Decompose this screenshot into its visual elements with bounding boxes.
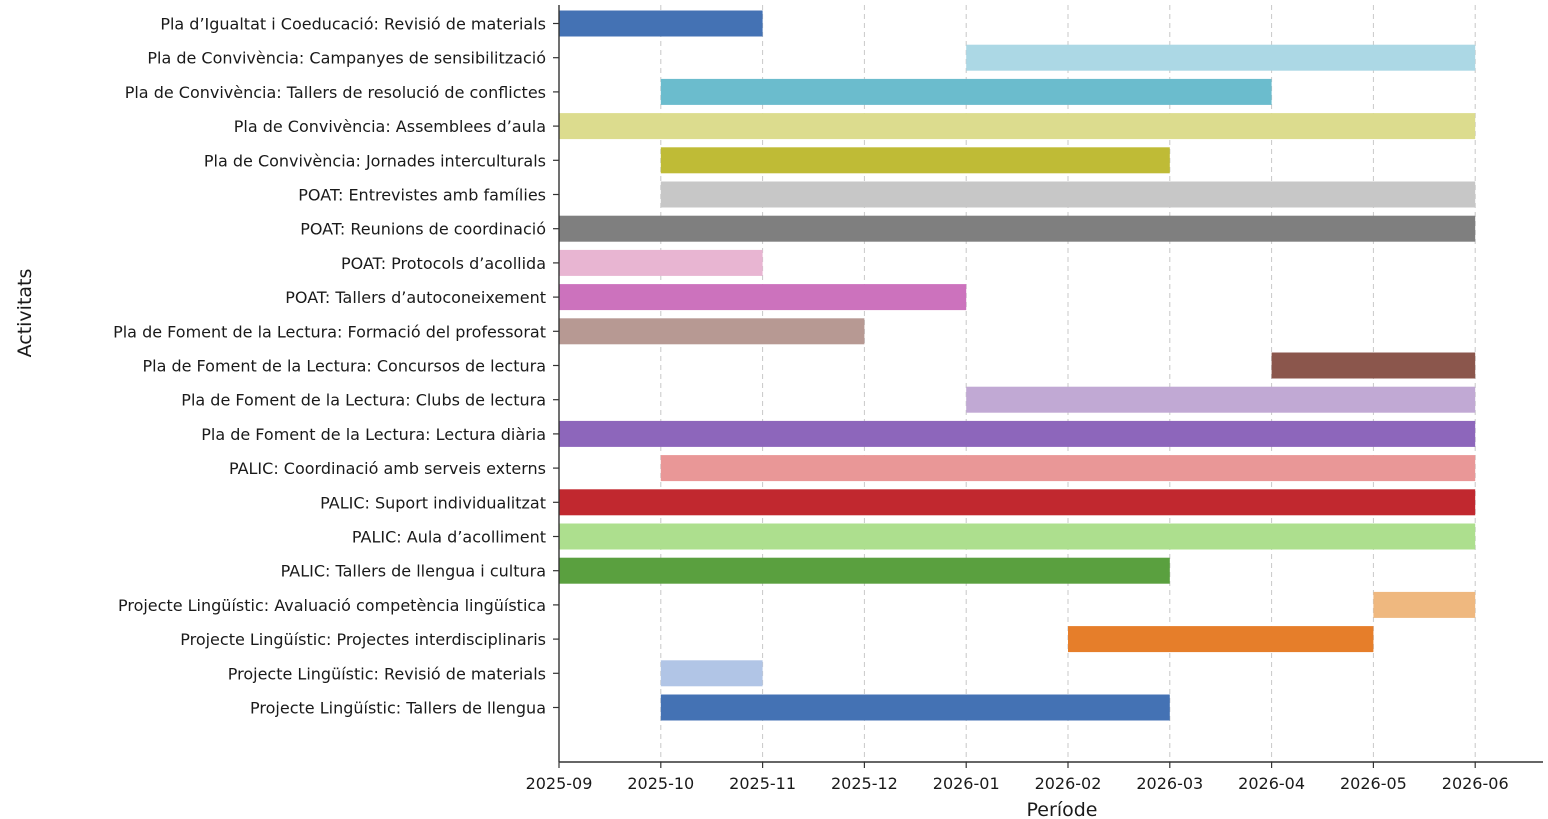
gantt-bar — [559, 489, 1476, 516]
x-tick-label: 2025-09 — [526, 774, 593, 793]
x-ticks: 2025-09 2025-10 2025-11 2025-12 2026-01 2026-… — [526, 762, 1509, 793]
category-label: POAT: Protocols d’acollida — [341, 254, 546, 273]
category-label: Projecte Lingüístic: Projectes interdisc… — [180, 630, 546, 649]
category-label: Projecte Lingüístic: Avaluació competènc… — [118, 596, 546, 615]
axes — [558, 5, 1543, 763]
category-label: POAT: Tallers d’autoconeixement — [285, 288, 546, 307]
gantt-bar — [660, 181, 1476, 208]
gantt-bar — [660, 455, 1476, 482]
category-label: Pla de Foment de la Lectura: Concursos d… — [142, 357, 546, 376]
x-tick-label: 2026-01 — [933, 774, 1000, 793]
gantt-bar — [660, 660, 763, 687]
gantt-bar — [559, 10, 763, 37]
category-label: Pla de Foment de la Lectura: Formació de… — [113, 322, 546, 341]
bars — [559, 10, 1476, 721]
category-label: POAT: Reunions de coordinació — [300, 220, 546, 239]
gantt-bar — [559, 318, 865, 345]
x-tick-label: 2025-11 — [729, 774, 796, 793]
category-label: Pla de Foment de la Lectura: Clubs de le… — [181, 391, 546, 410]
category-label: Pla de Convivència: Campanyes de sensibi… — [147, 49, 546, 68]
gantt-bar — [559, 557, 1170, 584]
gantt-bar — [559, 284, 967, 311]
category-label: Pla de Convivència: Jornades intercultur… — [204, 151, 546, 170]
gantt-bar — [559, 420, 1476, 447]
x-tick-label: 2025-12 — [831, 774, 898, 793]
gantt-bar — [559, 113, 1476, 140]
category-label: PALIC: Coordinació amb serveis externs — [229, 459, 546, 478]
gantt-bar — [660, 78, 1272, 105]
gantt-bar — [966, 386, 1476, 413]
x-tick-label: 2026-06 — [1442, 774, 1509, 793]
x-tick-label: 2025-10 — [627, 774, 694, 793]
gantt-bar — [966, 44, 1476, 71]
x-tick-label: 2026-05 — [1340, 774, 1407, 793]
gantt-bar — [559, 215, 1476, 242]
y-axis-title: Activitats — [14, 269, 36, 358]
category-label: Projecte Lingüístic: Revisió de material… — [228, 664, 546, 683]
gantt-bar — [559, 249, 763, 276]
x-tick-label: 2026-02 — [1035, 774, 1102, 793]
gantt-bar — [660, 694, 1170, 721]
category-label: PALIC: Aula d’acolliment — [352, 528, 546, 547]
category-label: POAT: Entrevistes amb famílies — [298, 186, 546, 205]
x-tick-label: 2026-04 — [1238, 774, 1305, 793]
gantt-bar — [660, 147, 1170, 174]
x-tick-label: 2026-03 — [1136, 774, 1203, 793]
category-label: PALIC: Tallers de llengua i cultura — [281, 562, 546, 581]
gantt-bar — [1373, 591, 1476, 618]
category-label: Pla d’Igualtat i Coeducació: Revisió de … — [160, 15, 546, 34]
category-label: Projecte Lingüístic: Tallers de llengua — [250, 699, 546, 718]
category-label: Pla de Convivència: Assemblees d’aula — [234, 117, 546, 136]
gantt-bar — [559, 523, 1476, 550]
category-label: PALIC: Suport individualitzat — [320, 493, 546, 512]
gantt-bar — [1068, 626, 1374, 653]
category-labels: Pla d’Igualtat i Coeducació: Revisió de … — [113, 15, 559, 718]
gantt-bar — [1271, 352, 1476, 379]
x-axis-title: Període — [1027, 799, 1098, 819]
category-label: Pla de Foment de la Lectura: Lectura dià… — [201, 425, 546, 444]
category-label: Pla de Convivència: Tallers de resolució… — [125, 83, 546, 102]
